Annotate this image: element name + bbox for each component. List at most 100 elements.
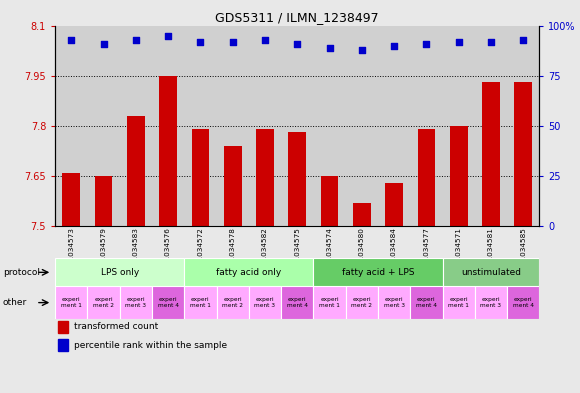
Point [519,37,528,43]
Bar [313,286,346,319]
Text: GSM1034572: GSM1034572 [197,228,204,276]
Bar [216,26,249,226]
Bar [152,286,184,319]
Bar [475,26,507,226]
Text: GSM1034576: GSM1034576 [165,228,171,276]
Bar [63,173,80,226]
Bar [152,26,184,226]
Bar [55,258,184,286]
Bar [127,116,144,226]
Point [67,37,76,43]
Bar [482,82,500,226]
Title: GDS5311 / ILMN_1238497: GDS5311 / ILMN_1238497 [215,11,379,24]
Bar [353,202,371,226]
Bar [256,129,274,226]
Bar [346,26,378,226]
Point [389,42,398,49]
Bar [88,286,119,319]
Bar [410,286,443,319]
Bar [443,258,539,286]
Text: experi
ment 4: experi ment 4 [416,297,437,308]
Point [260,37,270,43]
Text: other: other [3,298,27,307]
Text: GSM1034584: GSM1034584 [391,228,397,276]
Bar [119,286,152,319]
Bar [281,26,313,226]
Bar [378,26,410,226]
Bar [443,286,475,319]
Bar [418,129,435,226]
Text: unstimulated: unstimulated [461,268,521,277]
Text: experi
ment 3: experi ment 3 [255,297,276,308]
Text: GSM1034574: GSM1034574 [327,228,332,276]
Text: experi
ment 3: experi ment 3 [480,297,502,308]
Bar [507,286,539,319]
Point [325,44,334,51]
Bar [475,286,507,319]
Text: experi
ment 3: experi ment 3 [125,297,146,308]
Text: experi
ment 4: experi ment 4 [158,297,179,308]
Bar [184,286,216,319]
Bar [184,258,313,286]
Bar [385,182,403,226]
Bar [313,258,443,286]
Text: fatty acid only: fatty acid only [216,268,281,277]
Text: experi
ment 1: experi ment 1 [448,297,469,308]
Text: experi
ment 4: experi ment 4 [513,297,534,308]
Bar [55,26,88,226]
Text: GSM1034585: GSM1034585 [520,228,526,276]
Text: experi
ment 2: experi ment 2 [351,297,372,308]
Bar [57,339,68,351]
Point [164,32,173,39]
Text: GSM1034578: GSM1034578 [230,228,235,276]
Bar [88,26,119,226]
Point [131,37,140,43]
Text: GSM1034575: GSM1034575 [294,228,300,276]
Text: fatty acid + LPS: fatty acid + LPS [342,268,414,277]
Text: experi
ment 1: experi ment 1 [61,297,82,308]
Point [99,40,108,47]
Text: GSM1034583: GSM1034583 [133,228,139,276]
Bar [507,26,539,226]
Point [454,39,463,45]
Bar [346,286,378,319]
Bar [313,26,346,226]
Text: experi
ment 3: experi ment 3 [383,297,405,308]
Bar [224,146,241,226]
Bar [55,286,88,319]
Bar [450,126,467,226]
Point [486,39,495,45]
Point [195,39,205,45]
Text: LPS only: LPS only [100,268,139,277]
Text: protocol: protocol [3,268,40,277]
Point [422,40,431,47]
Point [292,40,302,47]
Text: GSM1034579: GSM1034579 [100,228,107,276]
Text: experi
ment 1: experi ment 1 [190,297,211,308]
Point [228,39,237,45]
Text: experi
ment 4: experi ment 4 [287,297,308,308]
Bar [191,129,209,226]
Bar [288,132,306,226]
Bar [443,26,475,226]
Bar [378,286,410,319]
Bar [57,321,68,333]
Bar [410,26,443,226]
Text: GSM1034577: GSM1034577 [423,228,429,276]
Text: transformed count: transformed count [74,323,158,331]
Text: GSM1034581: GSM1034581 [488,228,494,276]
Bar [321,176,338,226]
Text: experi
ment 2: experi ment 2 [222,297,243,308]
Bar [249,286,281,319]
Point [357,46,367,53]
Text: GSM1034571: GSM1034571 [456,228,462,276]
Bar [95,176,113,226]
Text: experi
ment 1: experi ment 1 [319,297,340,308]
Bar [281,286,313,319]
Text: GSM1034573: GSM1034573 [68,228,74,276]
Text: experi
ment 2: experi ment 2 [93,297,114,308]
Text: percentile rank within the sample: percentile rank within the sample [74,341,227,349]
Text: GSM1034582: GSM1034582 [262,228,268,276]
Bar [249,26,281,226]
Text: GSM1034580: GSM1034580 [359,228,365,276]
